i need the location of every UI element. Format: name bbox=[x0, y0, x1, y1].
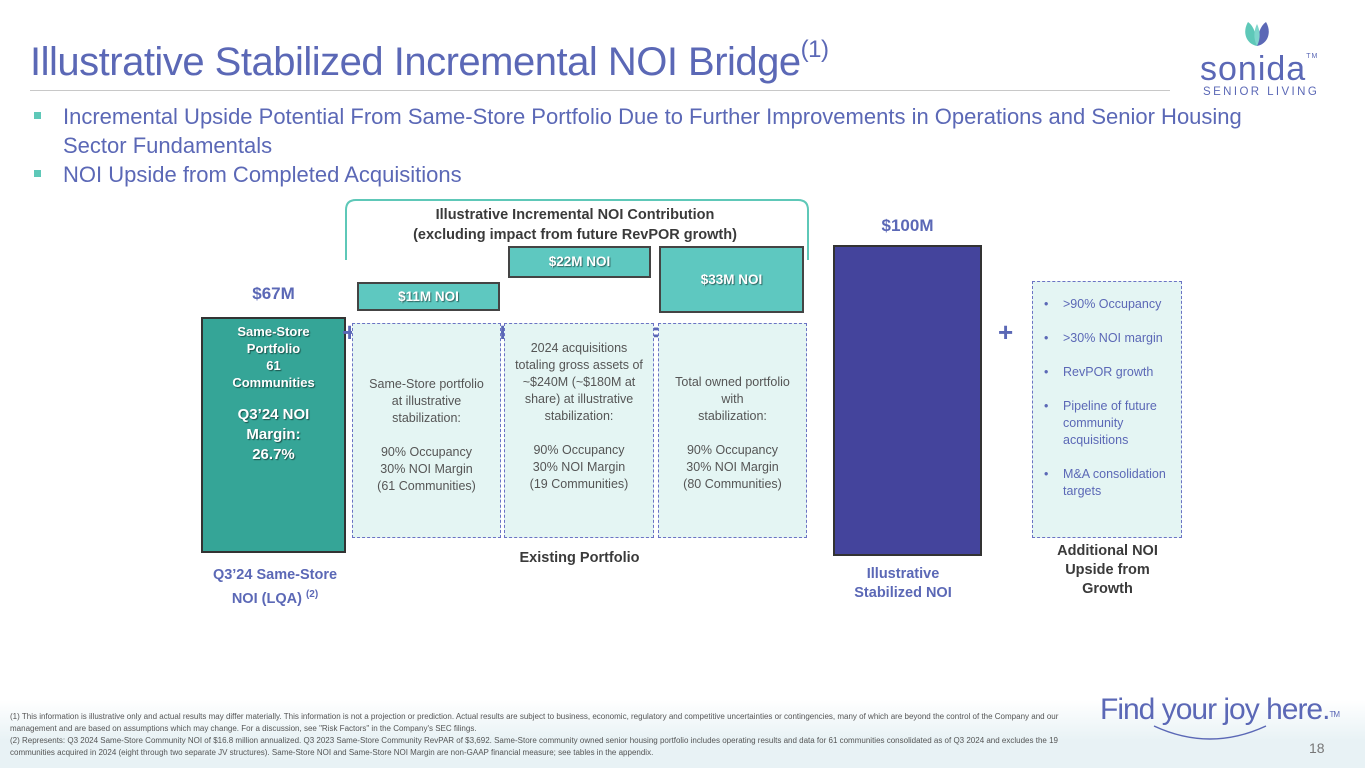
bullet-item: Incremental Upside Potential From Same-S… bbox=[32, 102, 1302, 160]
base-value-label: $67M bbox=[252, 284, 295, 303]
contribution-bar-3: $33M NOI bbox=[659, 246, 804, 313]
logo-trademark: TM bbox=[1306, 53, 1319, 60]
base-bar-title-line: Same-Store bbox=[237, 324, 310, 339]
bullet-text: Incremental Upside Potential From Same-S… bbox=[63, 104, 1242, 158]
total-portfolio-desc-box: Total owned portfolio with stabilization… bbox=[658, 323, 807, 538]
contribution-bar-1: $11M NOI bbox=[357, 282, 500, 311]
growth-upside-item: M&A consolidation targets bbox=[1044, 466, 1173, 500]
base-bar-title-line: Portfolio bbox=[246, 341, 301, 356]
growth-upside-box: >90% Occupancy >30% NOI margin RevPOR gr… bbox=[1032, 281, 1182, 538]
desc-line: (80 Communities) bbox=[683, 477, 782, 491]
contribution-bar-label: $11M NOI bbox=[398, 289, 459, 304]
desc-line: ~$240M (~$180M at bbox=[522, 375, 636, 389]
tagline: Find your joy here.TM bbox=[1100, 693, 1340, 727]
base-bar: Same-Store Portfolio 61 Communities Q3’2… bbox=[201, 317, 346, 553]
footnote-1: (1) This information is illustrative onl… bbox=[10, 712, 1059, 733]
contribution-bar-2: $22M NOI bbox=[508, 246, 651, 278]
footnotes: (1) This information is illustrative onl… bbox=[10, 711, 1085, 759]
same-store-desc: Same-Store portfolio at illustrative sta… bbox=[353, 324, 500, 495]
tagline-smile-icon bbox=[1153, 725, 1267, 740]
desc-line: 30% NOI Margin bbox=[532, 460, 626, 474]
desc-line: stabilization: bbox=[392, 411, 461, 425]
base-xlabel-footnote-ref: (2) bbox=[305, 589, 319, 600]
same-store-desc-box: Same-Store portfolio at illustrative sta… bbox=[352, 323, 501, 538]
desc-line: stabilization: bbox=[698, 409, 767, 423]
desc-line: 90% Occupancy bbox=[533, 443, 625, 457]
growth-upside-item: >30% NOI margin bbox=[1044, 330, 1173, 347]
growth-upside-list: >90% Occupancy >30% NOI margin RevPOR gr… bbox=[1033, 282, 1181, 500]
growth-xlabel-line: Growth bbox=[1082, 581, 1133, 597]
footer-band bbox=[0, 700, 1365, 768]
desc-line: Same-Store portfolio bbox=[369, 377, 484, 391]
growth-xlabel-line: Upside from bbox=[1065, 562, 1150, 578]
desc-line: at illustrative bbox=[391, 394, 462, 408]
stabilized-xlabel-line2: Stabilized NOI bbox=[854, 585, 952, 601]
butterfly-logo-icon bbox=[1245, 22, 1269, 46]
base-xlabel-line2: NOI (LQA) bbox=[231, 590, 302, 607]
desc-spacer bbox=[505, 425, 653, 442]
growth-upside-xlabel: Additional NOI Upside from Growth bbox=[1025, 542, 1190, 599]
base-bar-title-line: Communities bbox=[232, 375, 315, 390]
logo-word: sonida bbox=[1200, 50, 1307, 88]
footnote-2: (2) Represents: Q3 2024 Same-Store Commu… bbox=[10, 736, 1058, 757]
stabilized-xlabel-line1: Illustrative bbox=[866, 566, 940, 582]
page-title: Illustrative Stabilized Incremental NOI … bbox=[30, 36, 829, 85]
growth-upside-item: >90% Occupancy bbox=[1044, 296, 1173, 313]
tagline-text: Find your joy here. bbox=[1100, 693, 1330, 726]
title-divider bbox=[30, 90, 1170, 91]
tagline-trademark: TM bbox=[1329, 710, 1340, 719]
bullet-item: NOI Upside from Completed Acquisitions bbox=[32, 160, 1302, 189]
contribution-bar-label: $22M NOI bbox=[548, 254, 611, 269]
desc-line: stabilization: bbox=[544, 409, 614, 423]
acquisitions-desc-box: 2024 acquisitions totaling gross assets … bbox=[504, 323, 654, 538]
desc-line: 2024 acquisitions bbox=[530, 341, 628, 355]
total-portfolio-desc: Total owned portfolio with stabilization… bbox=[659, 324, 806, 493]
contribution-bar-label: $33M NOI bbox=[700, 272, 763, 287]
bullet-square-icon bbox=[34, 170, 41, 177]
bullet-square-icon bbox=[34, 112, 41, 119]
desc-spacer bbox=[353, 427, 500, 444]
base-bar-margin: Q3’24 NOI Margin: 26.7% bbox=[203, 405, 344, 465]
growth-upside-item: Pipeline of future community acquisition… bbox=[1044, 398, 1173, 449]
growth-upside-item: RevPOR growth bbox=[1044, 364, 1173, 381]
desc-line: 30% NOI Margin bbox=[380, 462, 473, 476]
desc-line: totaling gross assets of bbox=[515, 358, 643, 372]
stabilized-xlabel: Illustrative Stabilized NOI bbox=[833, 565, 973, 603]
existing-portfolio-label: Existing Portfolio bbox=[519, 550, 640, 566]
desc-line: (19 Communities) bbox=[529, 477, 629, 491]
desc-line: (61 Communities) bbox=[377, 479, 476, 493]
title-text: Illustrative Stabilized Incremental NOI … bbox=[30, 40, 801, 84]
base-xlabel: Q3’24 Same-Store NOI (LQA) (2) bbox=[190, 566, 360, 609]
stabilized-value-label: $100M bbox=[881, 216, 934, 235]
logo-wordmark: sonidaTM bbox=[1200, 50, 1318, 89]
desc-line: 90% Occupancy bbox=[380, 445, 473, 459]
acquisitions-desc: 2024 acquisitions totaling gross assets … bbox=[505, 324, 653, 493]
desc-line: Total owned portfolio bbox=[675, 375, 790, 389]
base-bar-margin-line: 26.7% bbox=[252, 446, 295, 463]
title-footnote-ref: (1) bbox=[800, 36, 829, 63]
contribution-heading-line2: (excluding impact from future RevPOR gro… bbox=[413, 227, 737, 243]
desc-line: with bbox=[721, 392, 744, 406]
contribution-heading-line1: Illustrative Incremental NOI Contributio… bbox=[435, 207, 715, 223]
base-bar-title: Same-Store Portfolio 61 Communities bbox=[203, 323, 344, 391]
desc-line: 90% Occupancy bbox=[686, 443, 779, 457]
base-bar-title-line: 61 bbox=[266, 358, 281, 373]
base-bar-margin-line: Q3’24 NOI bbox=[237, 406, 310, 423]
desc-spacer bbox=[659, 425, 806, 442]
stabilized-bar bbox=[833, 245, 982, 556]
base-xlabel-line1: Q3’24 Same-Store bbox=[212, 567, 338, 583]
page-number: 18 bbox=[1309, 740, 1325, 756]
logo-subtitle: SENIOR LIVING bbox=[1203, 86, 1320, 98]
bullet-list: Incremental Upside Potential From Same-S… bbox=[32, 102, 1302, 189]
desc-line: share) at illustrative bbox=[524, 392, 634, 406]
base-xlabel-line2-wrap: NOI (LQA) (2) bbox=[190, 585, 360, 609]
base-bar-margin-line: Margin: bbox=[246, 426, 301, 443]
plus-operator-3: + bbox=[998, 317, 1014, 347]
bullet-text: NOI Upside from Completed Acquisitions bbox=[63, 162, 462, 187]
contribution-bracket bbox=[345, 199, 809, 260]
desc-line: 30% NOI Margin bbox=[686, 460, 779, 474]
contribution-heading: Illustrative Incremental NOI Contributio… bbox=[360, 205, 790, 245]
growth-xlabel-line: Additional NOI bbox=[1057, 543, 1158, 559]
